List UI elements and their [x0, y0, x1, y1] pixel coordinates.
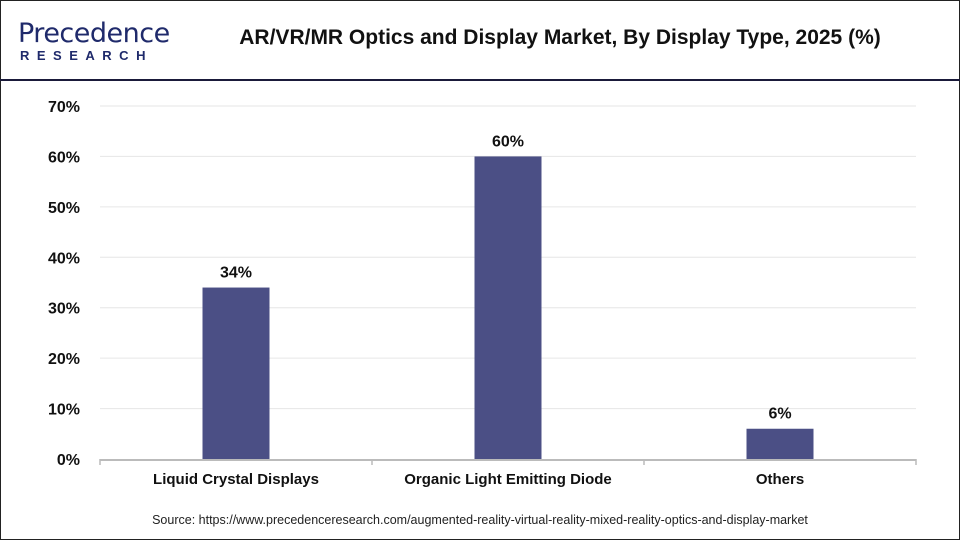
chart-title: AR/VR/MR Optics and Display Market, By D… — [239, 26, 881, 49]
y-tick-label: 70% — [48, 99, 80, 116]
y-tick-label: 20% — [48, 351, 80, 368]
y-tick-label: 40% — [48, 250, 80, 267]
y-tick-label: 50% — [48, 200, 80, 217]
x-tick-label: Organic Light Emitting Diode — [404, 471, 612, 488]
x-tick-label: Others — [756, 471, 804, 488]
y-tick-label: 0% — [57, 452, 80, 469]
y-tick-label: 30% — [48, 301, 80, 318]
bar-1 — [202, 287, 270, 459]
y-tick-label: 60% — [48, 149, 80, 166]
bar-3 — [746, 428, 814, 459]
x-tick-label: Liquid Crystal Displays — [153, 471, 319, 488]
logo-subtext: RESEARCH — [20, 48, 153, 63]
data-label: 60% — [492, 133, 524, 150]
data-label: 6% — [768, 406, 791, 423]
y-tick-label: 10% — [48, 402, 80, 419]
bar-2 — [474, 156, 542, 459]
header-divider — [0, 79, 960, 81]
logo-text: Precedence — [18, 18, 170, 49]
data-label: 34% — [220, 265, 252, 282]
logo: Precedence RESEARCH — [18, 18, 170, 63]
source-text: Source: https://www.precedenceresearch.c… — [152, 513, 808, 527]
